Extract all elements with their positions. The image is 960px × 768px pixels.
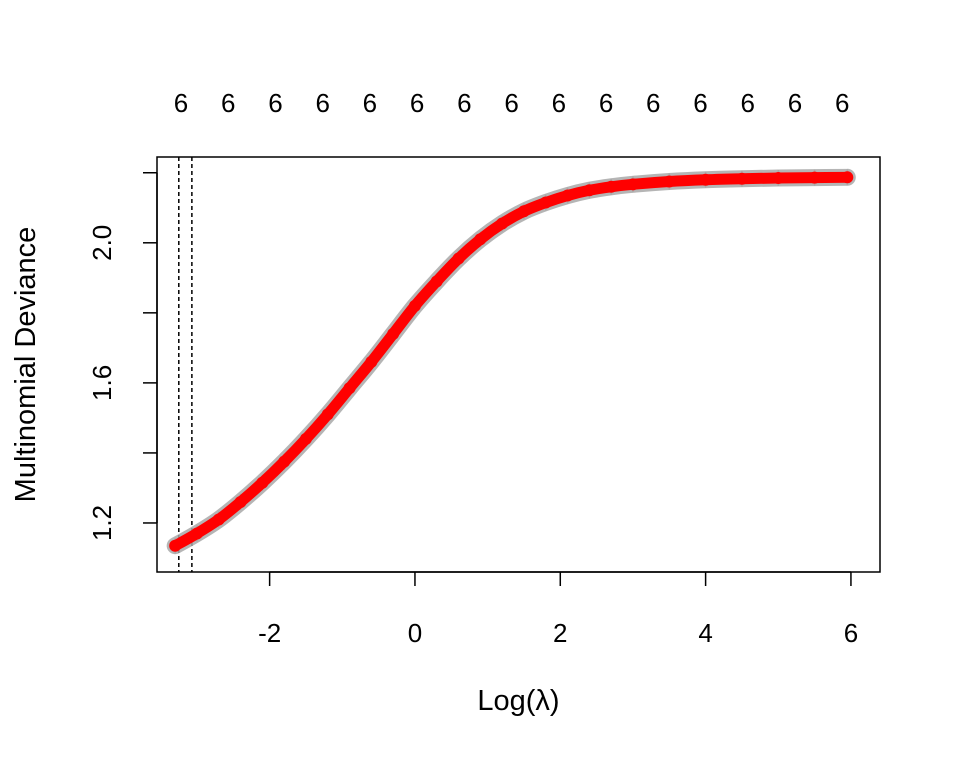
- data-point: [539, 196, 552, 209]
- data-point: [408, 299, 421, 312]
- top-axis-label: 6: [174, 88, 188, 118]
- data-point: [387, 327, 400, 340]
- data-point: [663, 175, 676, 188]
- data-point: [583, 184, 596, 197]
- data-point: [452, 252, 465, 265]
- data-point: [234, 495, 247, 508]
- error-bars: [166, 168, 856, 555]
- top-axis-label: 6: [835, 88, 849, 118]
- y-axis: 1.2 1.6 2.0: [87, 172, 158, 541]
- x-axis: -2 0 2 4 6: [258, 571, 858, 648]
- data-point: [841, 171, 854, 184]
- data-point: [605, 180, 618, 193]
- data-point: [256, 476, 269, 489]
- top-axis-label: 6: [410, 88, 424, 118]
- lambda-reference-lines: [178, 157, 193, 572]
- data-point: [699, 173, 712, 186]
- data-point: [496, 217, 509, 230]
- data-point: [808, 171, 821, 184]
- data-point: [169, 539, 182, 552]
- data-point: [735, 172, 748, 185]
- x-axis-label: Log(λ): [477, 685, 559, 717]
- top-axis-labels: 6 6 6 6 6 6 6 6 6 6 6 6 6 6 6: [174, 88, 850, 118]
- top-axis-label: 6: [693, 88, 707, 118]
- data-point: [626, 178, 639, 191]
- deviance-points: [169, 171, 854, 552]
- data-point: [561, 189, 574, 202]
- data-point: [299, 432, 312, 445]
- data-point: [772, 172, 785, 185]
- y-tick-label: 1.6: [87, 365, 117, 401]
- top-axis-label: 6: [457, 88, 471, 118]
- x-tick-label: -2: [258, 618, 281, 648]
- x-tick-label: 0: [408, 618, 422, 648]
- top-axis-label: 6: [268, 88, 282, 118]
- data-point: [190, 527, 203, 540]
- top-axis-label: 6: [788, 88, 802, 118]
- y-tick-label: 1.2: [87, 505, 117, 541]
- data-point: [430, 275, 443, 288]
- data-point: [474, 233, 487, 246]
- y-tick-label: 2.0: [87, 225, 117, 261]
- x-tick-label: 2: [553, 618, 567, 648]
- data-point: [212, 513, 225, 526]
- data-point: [343, 382, 356, 395]
- top-axis-label: 6: [221, 88, 235, 118]
- top-axis-label: 6: [599, 88, 613, 118]
- top-axis-label: 6: [363, 88, 377, 118]
- top-axis-label: 6: [646, 88, 660, 118]
- data-point: [365, 355, 378, 368]
- top-axis-label: 6: [315, 88, 329, 118]
- x-tick-label: 6: [844, 618, 858, 648]
- x-tick-label: 4: [698, 618, 712, 648]
- top-axis-label: 6: [741, 88, 755, 118]
- data-point: [517, 205, 530, 218]
- y-axis-label: Multinomial Deviance: [10, 227, 42, 503]
- error-band: [166, 168, 856, 555]
- data-point: [321, 408, 334, 421]
- data-point: [278, 455, 291, 468]
- top-axis-label: 6: [504, 88, 518, 118]
- top-axis-label: 6: [552, 88, 566, 118]
- deviance-curve: [169, 171, 853, 552]
